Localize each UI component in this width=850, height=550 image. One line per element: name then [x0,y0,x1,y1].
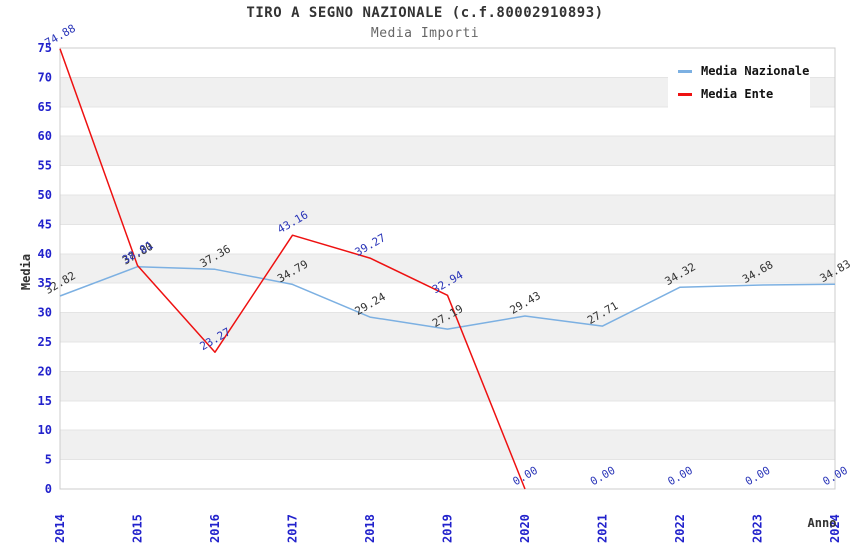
x-tick-group: 2022 [673,514,687,543]
plot-band [60,342,835,372]
legend-item-media-ente: Media Ente [678,87,810,101]
x-tick-label: 2022 [673,514,687,543]
legend-item-media-nazionale: Media Nazionale [678,64,810,78]
y-tick-label: 0 [45,482,52,496]
chart-title: TIRO A SEGNO NAZIONALE (c.f.80002910893) [246,5,604,21]
y-axis-title-group: Media [19,254,33,290]
plot-border [59,47,836,490]
plot-band [60,283,835,313]
plot-band [60,195,835,225]
x-tick-label: 2024 [828,514,842,543]
y-tick-label: 35 [38,276,52,290]
y-tick-label: 20 [38,364,52,378]
y-tick-label: 40 [38,247,52,261]
y-tick-label: 70 [38,70,52,84]
x-tick-label: 2023 [751,514,765,543]
x-tick-label: 2017 [286,514,300,543]
x-tick-group: 2017 [286,514,300,543]
legend-swatch-media-nazionale [678,69,692,73]
x-tick-label: 2019 [441,514,455,543]
y-tick-label: 55 [38,159,52,173]
plot-band [60,165,835,195]
chart-subtitle: Media Importi [370,26,480,41]
y-tick-label: 50 [38,188,52,202]
y-tick-label: 15 [38,394,52,408]
series-line-media-nazionale [59,265,836,330]
plot-band [60,224,835,254]
plot-band [60,136,835,166]
x-tick-group: 2019 [441,514,455,543]
plot-band [60,459,835,489]
x-tick-group: 2018 [363,514,377,543]
y-tick-label: 45 [38,217,52,231]
y-tick-label: 5 [45,453,52,467]
x-tick-group: 2023 [751,514,765,543]
plot-band [60,400,835,431]
y-tick-label: 30 [38,306,52,320]
plot-band [60,106,835,137]
x-tick-label: 2021 [596,514,610,543]
legend: Media Nazionale Media Ente [668,56,810,111]
y-tick-label: 75 [38,41,52,55]
x-axis-title: Anno [808,516,837,530]
legend-label-media-nazionale: Media Nazionale [701,64,810,78]
legend-swatch-media-ente [678,92,692,96]
plot-band [60,430,835,460]
x-tick-group: 2021 [596,514,610,543]
x-tick-group: 2014 [53,514,67,543]
x-tick-label: 2020 [518,514,532,543]
plot-band [60,371,835,401]
plot-band [60,312,835,342]
y-tick-label: 10 [38,423,52,437]
x-tick-label: 2014 [53,514,67,543]
x-tick-group: 2020 [518,514,532,543]
x-tick-group: 2015 [131,514,145,543]
x-tick-label: 2015 [131,514,145,543]
y-axis-title: Media [19,254,33,290]
x-tick-group: 2016 [208,514,222,543]
x-tick-group: 2024 [828,514,842,543]
legend-label-media-ente: Media Ente [701,87,774,101]
y-tick-label: 65 [38,100,52,114]
x-tick-label: 2016 [208,514,222,543]
y-tick-label: 25 [38,335,52,349]
y-tick-label: 60 [38,129,52,143]
x-tick-label: 2018 [363,514,377,543]
